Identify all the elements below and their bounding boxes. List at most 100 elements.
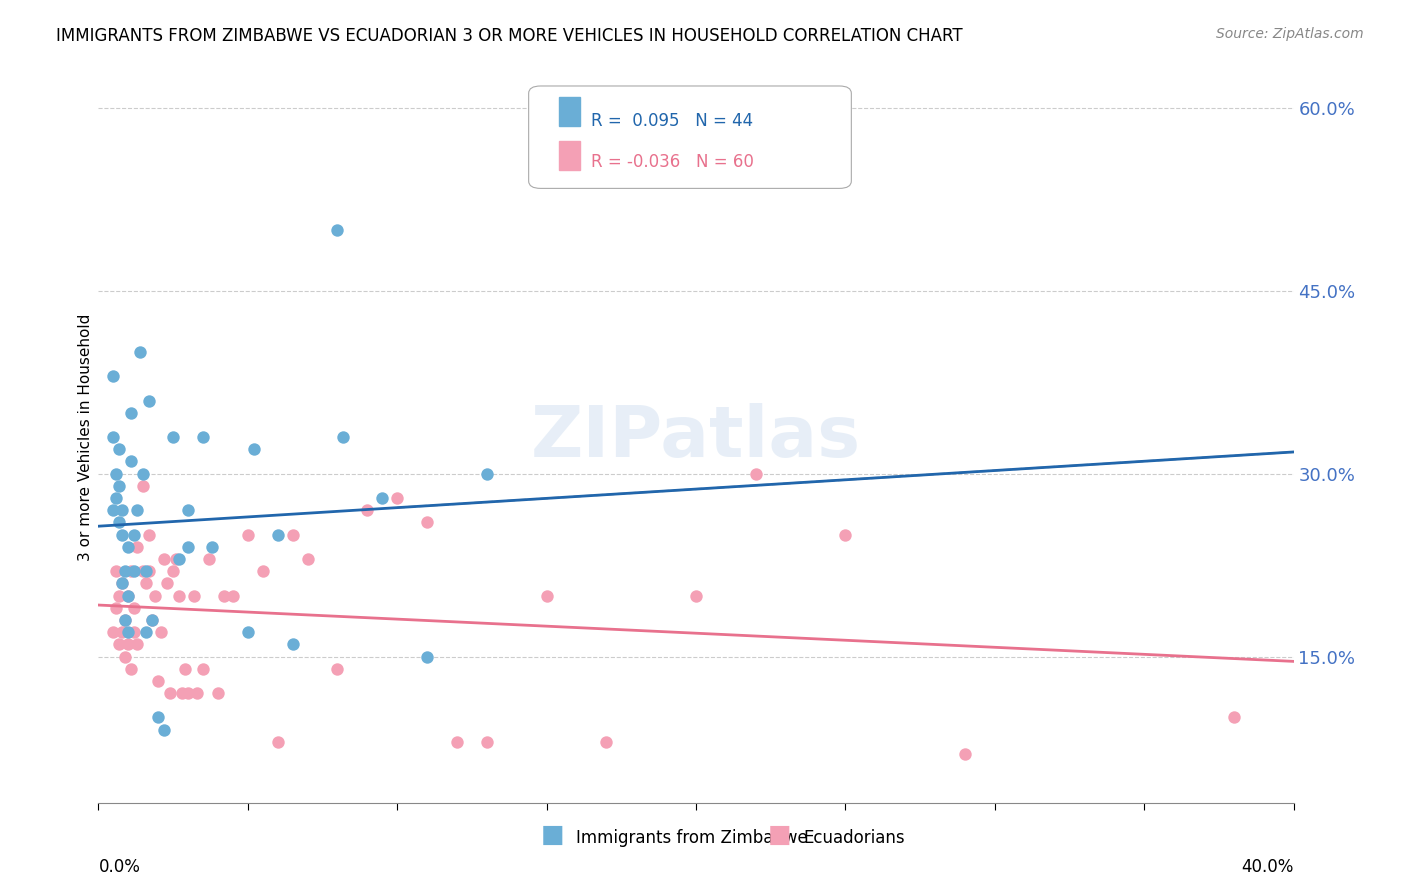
Point bbox=[172, 686, 194, 700]
Text: 40.0%: 40.0% bbox=[1241, 858, 1294, 876]
Point bbox=[236, 625, 259, 640]
Point bbox=[108, 516, 131, 530]
Point bbox=[222, 589, 245, 603]
Point bbox=[177, 503, 200, 517]
Point bbox=[1223, 710, 1246, 724]
Point bbox=[177, 540, 200, 554]
Point bbox=[745, 467, 768, 481]
Point bbox=[138, 564, 160, 578]
Point bbox=[111, 503, 134, 517]
Text: ■: ■ bbox=[768, 822, 792, 847]
Point bbox=[201, 540, 224, 554]
Point bbox=[114, 649, 136, 664]
Point bbox=[416, 516, 439, 530]
Point bbox=[111, 576, 134, 591]
Bar bbox=[558, 141, 581, 170]
Point bbox=[124, 564, 146, 578]
Point bbox=[236, 527, 259, 541]
Point bbox=[165, 552, 187, 566]
Point bbox=[252, 564, 274, 578]
Point bbox=[685, 589, 707, 603]
Text: Source: ZipAtlas.com: Source: ZipAtlas.com bbox=[1216, 27, 1364, 41]
Point bbox=[120, 564, 142, 578]
Point bbox=[212, 589, 235, 603]
Point bbox=[267, 527, 290, 541]
Point bbox=[167, 552, 190, 566]
Text: R = -0.036   N = 60: R = -0.036 N = 60 bbox=[591, 153, 754, 171]
Point bbox=[356, 503, 378, 517]
Point bbox=[385, 491, 409, 505]
Point bbox=[105, 564, 128, 578]
Point bbox=[150, 625, 173, 640]
Point bbox=[114, 613, 136, 627]
Point bbox=[108, 589, 131, 603]
Point bbox=[108, 479, 131, 493]
Point bbox=[124, 600, 146, 615]
Point bbox=[105, 467, 128, 481]
Point bbox=[141, 613, 163, 627]
Point bbox=[198, 552, 221, 566]
Point bbox=[143, 589, 166, 603]
Point bbox=[186, 686, 208, 700]
Point bbox=[191, 662, 214, 676]
Point bbox=[124, 625, 146, 640]
Point bbox=[595, 735, 617, 749]
Point bbox=[132, 564, 155, 578]
Point bbox=[117, 589, 139, 603]
Point bbox=[326, 223, 349, 237]
Point bbox=[148, 710, 170, 724]
Point bbox=[103, 369, 125, 384]
Point bbox=[108, 442, 131, 457]
Point bbox=[141, 613, 163, 627]
Point bbox=[124, 527, 146, 541]
Point bbox=[103, 625, 125, 640]
Point bbox=[135, 564, 157, 578]
Point bbox=[108, 637, 131, 651]
Point bbox=[138, 527, 160, 541]
Point bbox=[153, 723, 176, 737]
Y-axis label: 3 or more Vehicles in Household: 3 or more Vehicles in Household bbox=[77, 313, 93, 561]
Point bbox=[127, 637, 149, 651]
Point bbox=[167, 589, 190, 603]
Point bbox=[174, 662, 197, 676]
Point bbox=[834, 527, 856, 541]
Point bbox=[135, 576, 157, 591]
Point bbox=[120, 662, 142, 676]
Point bbox=[475, 735, 498, 749]
Point bbox=[475, 467, 498, 481]
Text: 0.0%: 0.0% bbox=[98, 858, 141, 876]
Text: Ecuadorians: Ecuadorians bbox=[804, 829, 905, 847]
Point bbox=[243, 442, 266, 457]
Point bbox=[105, 600, 128, 615]
Point bbox=[120, 454, 142, 468]
Point bbox=[416, 649, 439, 664]
Point bbox=[111, 527, 134, 541]
Text: R =  0.095   N = 44: R = 0.095 N = 44 bbox=[591, 112, 754, 129]
Point bbox=[281, 527, 304, 541]
Point bbox=[114, 564, 136, 578]
Point bbox=[111, 576, 134, 591]
Point bbox=[183, 589, 205, 603]
Point bbox=[138, 393, 160, 408]
Point bbox=[536, 589, 558, 603]
Point bbox=[148, 673, 170, 688]
Point bbox=[117, 540, 139, 554]
Text: ■: ■ bbox=[541, 822, 564, 847]
Point bbox=[177, 686, 200, 700]
Point bbox=[281, 637, 304, 651]
Point bbox=[207, 686, 229, 700]
Point bbox=[105, 491, 128, 505]
Point bbox=[103, 503, 125, 517]
Point bbox=[127, 503, 149, 517]
Bar bbox=[558, 97, 581, 127]
Point bbox=[117, 589, 139, 603]
Point bbox=[135, 625, 157, 640]
Point bbox=[114, 613, 136, 627]
Point bbox=[156, 576, 179, 591]
Point bbox=[132, 467, 155, 481]
Point bbox=[267, 735, 290, 749]
Point bbox=[446, 735, 468, 749]
Point bbox=[371, 491, 394, 505]
Point bbox=[111, 625, 134, 640]
Point bbox=[159, 686, 181, 700]
